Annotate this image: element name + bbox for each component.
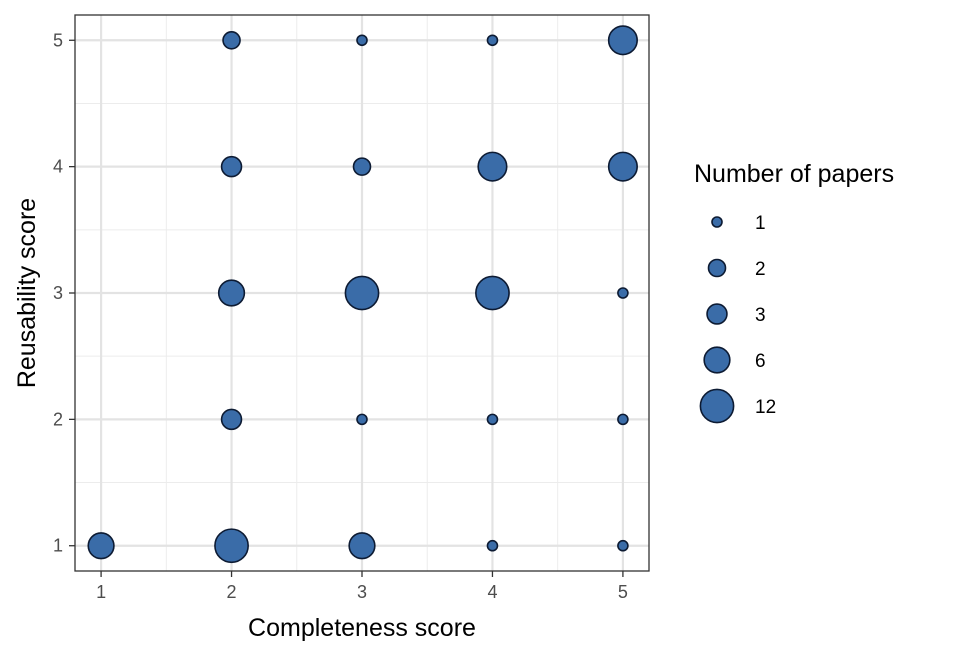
data-point [607, 151, 638, 182]
legend-key [699, 388, 735, 424]
data-point [486, 34, 499, 47]
data-point [220, 155, 243, 178]
data-point [475, 275, 510, 311]
y-tick-label: 3 [53, 283, 63, 303]
legend-title: Number of papers [694, 160, 894, 188]
data-point [617, 539, 629, 552]
data-point [348, 532, 376, 560]
data-point [214, 528, 249, 564]
data-point [617, 287, 629, 299]
x-tick-label: 5 [618, 582, 628, 602]
legend-label: 2 [755, 259, 766, 280]
data-point [217, 279, 246, 307]
y-axis-title: Reusability score [13, 198, 41, 388]
y-tick-label: 4 [53, 157, 63, 177]
x-tick-label: 2 [227, 582, 237, 602]
data-point [344, 275, 380, 311]
legend-label: 6 [755, 351, 766, 372]
data-point [220, 408, 243, 431]
legend-key [706, 303, 728, 325]
data-point [486, 413, 499, 426]
x-tick-label: 3 [357, 582, 367, 602]
x-tick-label: 1 [96, 582, 106, 602]
legend-label: 3 [755, 305, 766, 326]
data-point [486, 539, 499, 552]
y-tick-label: 1 [53, 536, 63, 556]
legend-key [711, 216, 723, 228]
y-tick-label: 5 [53, 30, 63, 50]
data-point [356, 34, 368, 47]
data-point [352, 157, 372, 176]
data-point [87, 532, 115, 560]
legend-label: 12 [755, 397, 776, 418]
legend-label: 1 [755, 213, 766, 234]
data-point [617, 413, 629, 426]
points [87, 25, 638, 564]
data-point [607, 25, 638, 56]
data-point [222, 30, 241, 50]
legend-key [703, 346, 731, 374]
data-point [477, 151, 508, 182]
y-tick-label: 2 [53, 409, 63, 429]
data-point [356, 413, 368, 426]
x-tick-label: 4 [487, 582, 497, 602]
axes: 1 2 3 4 5 1 2 3 4 5 [53, 30, 628, 602]
x-axis-title: Completeness score [248, 614, 476, 642]
legend-key [707, 258, 727, 278]
